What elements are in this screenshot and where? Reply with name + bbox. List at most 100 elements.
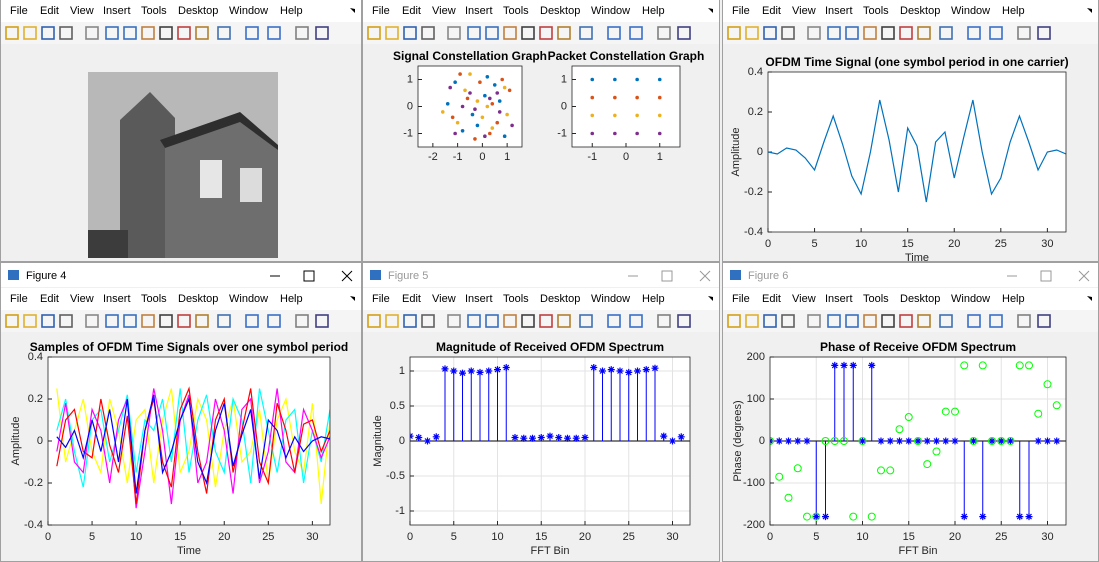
menu-item[interactable]: Tools	[863, 293, 889, 305]
scatter-point	[471, 113, 475, 117]
x-axis-label: Time	[177, 545, 201, 557]
menu-item[interactable]: Edit	[402, 293, 421, 305]
y-tick-label: 1	[561, 73, 567, 85]
x-tick-label: 25	[995, 531, 1007, 543]
menu-item[interactable]: Insert	[825, 5, 853, 17]
menu-item[interactable]: Edit	[402, 5, 421, 17]
menu-item[interactable]: Help	[1002, 293, 1025, 305]
menu-item[interactable]: Window	[229, 293, 268, 305]
menu-item[interactable]: Insert	[465, 293, 493, 305]
x-tick-label: -1	[453, 151, 463, 163]
stem-marker	[660, 433, 667, 440]
chart-title: OFDM Time Signal (one symbol period in o…	[765, 55, 1068, 69]
menu-item[interactable]: Insert	[465, 5, 493, 17]
menu-item[interactable]: Edit	[762, 5, 781, 17]
menu-item[interactable]: File	[732, 293, 750, 305]
scatter-point	[468, 91, 472, 95]
x-tick-label: 10	[855, 238, 867, 250]
x-axis-label: FFT Bin	[531, 545, 570, 557]
menu-item[interactable]: Insert	[825, 293, 853, 305]
menu-item[interactable]: View	[432, 5, 456, 17]
menu-item[interactable]: Insert	[103, 5, 131, 17]
stem-marker	[459, 370, 466, 377]
menu-item[interactable]: Window	[951, 5, 990, 17]
x-tick-label: 30	[666, 531, 678, 543]
scatter-point	[590, 114, 594, 118]
scatter-point	[490, 102, 494, 106]
scatter-point	[488, 132, 492, 136]
x-tick-label: 25	[995, 238, 1007, 250]
stem-marker	[547, 433, 554, 440]
menu-item[interactable]: Insert	[103, 293, 131, 305]
menu-item[interactable]: Help	[1002, 5, 1025, 17]
menu-item[interactable]: Help	[280, 293, 303, 305]
menu-item[interactable]: Tools	[503, 293, 529, 305]
scatter-point	[468, 72, 472, 76]
stem-marker	[617, 368, 624, 375]
menu-item[interactable]: File	[732, 5, 750, 17]
menu-item[interactable]: Window	[591, 293, 630, 305]
menu-item[interactable]: Help	[280, 5, 303, 17]
menu-item[interactable]: Edit	[762, 293, 781, 305]
menu-item[interactable]: Desktop	[900, 5, 940, 17]
menu-item[interactable]: Desktop	[900, 293, 940, 305]
menu-item[interactable]: Tools	[141, 293, 167, 305]
scatter-point	[490, 126, 494, 130]
menu-item[interactable]: View	[70, 5, 94, 17]
menu-item[interactable]: Tools	[503, 5, 529, 17]
stem-marker	[905, 438, 912, 445]
menu-item[interactable]: View	[70, 293, 94, 305]
y-tick-label: -0.2	[744, 186, 763, 198]
y-tick-label: 1	[407, 73, 413, 85]
y-tick-label: 200	[747, 351, 765, 363]
menu-item[interactable]: View	[432, 293, 456, 305]
menu-item[interactable]: Window	[591, 5, 630, 17]
scatter-point	[635, 96, 639, 100]
image-window	[200, 160, 222, 198]
menu-item[interactable]: Desktop	[540, 293, 580, 305]
menu-item[interactable]: File	[10, 5, 28, 17]
x-tick-label: -2	[428, 151, 438, 163]
stem-marker	[494, 366, 501, 373]
scatter-point	[488, 97, 492, 101]
chart-title: Signal Constellation Graph	[393, 49, 547, 63]
x-tick-label: 25	[262, 531, 274, 543]
menu-item[interactable]: Tools	[141, 5, 167, 17]
scatter-point	[493, 83, 497, 87]
menu-item[interactable]: View	[792, 5, 816, 17]
menu-item[interactable]: File	[372, 293, 390, 305]
y-axis-label: Amplitude	[10, 417, 22, 466]
x-tick-label: 15	[903, 531, 915, 543]
y-tick-label: -1	[403, 127, 413, 139]
menu-item[interactable]: Tools	[863, 5, 889, 17]
menu-item[interactable]: Edit	[40, 293, 59, 305]
menu-item[interactable]: Window	[951, 293, 990, 305]
menu-item[interactable]: Desktop	[540, 5, 580, 17]
stem-marker	[538, 434, 545, 441]
stem-marker	[952, 438, 959, 445]
chart-title: Packet Constellation Graph	[548, 49, 705, 63]
menu-item[interactable]: Desktop	[178, 293, 218, 305]
menu-item[interactable]: Window	[229, 5, 268, 17]
scatter-point	[590, 78, 594, 82]
menu-item[interactable]: View	[792, 293, 816, 305]
y-tick-label: 0	[37, 435, 43, 447]
menu-item[interactable]: Help	[642, 5, 665, 17]
scatter-point	[498, 110, 502, 114]
y-tick-label: -0.2	[24, 477, 43, 489]
menu-item[interactable]: Edit	[40, 5, 59, 17]
window-title: Figure 4	[26, 270, 66, 282]
scatter-point	[503, 86, 507, 90]
scatter-point	[446, 102, 450, 106]
stem-marker	[503, 364, 510, 371]
image-window	[240, 168, 262, 202]
menu-item[interactable]: Help	[642, 293, 665, 305]
menu-item[interactable]: File	[10, 293, 28, 305]
scatter-point	[590, 96, 594, 100]
scatter-point	[508, 89, 512, 93]
scatter-point	[461, 129, 465, 133]
menu-item[interactable]: Desktop	[178, 5, 218, 17]
menu-item[interactable]: File	[372, 5, 390, 17]
stem-marker	[942, 438, 949, 445]
x-tick-label: 0	[765, 238, 771, 250]
